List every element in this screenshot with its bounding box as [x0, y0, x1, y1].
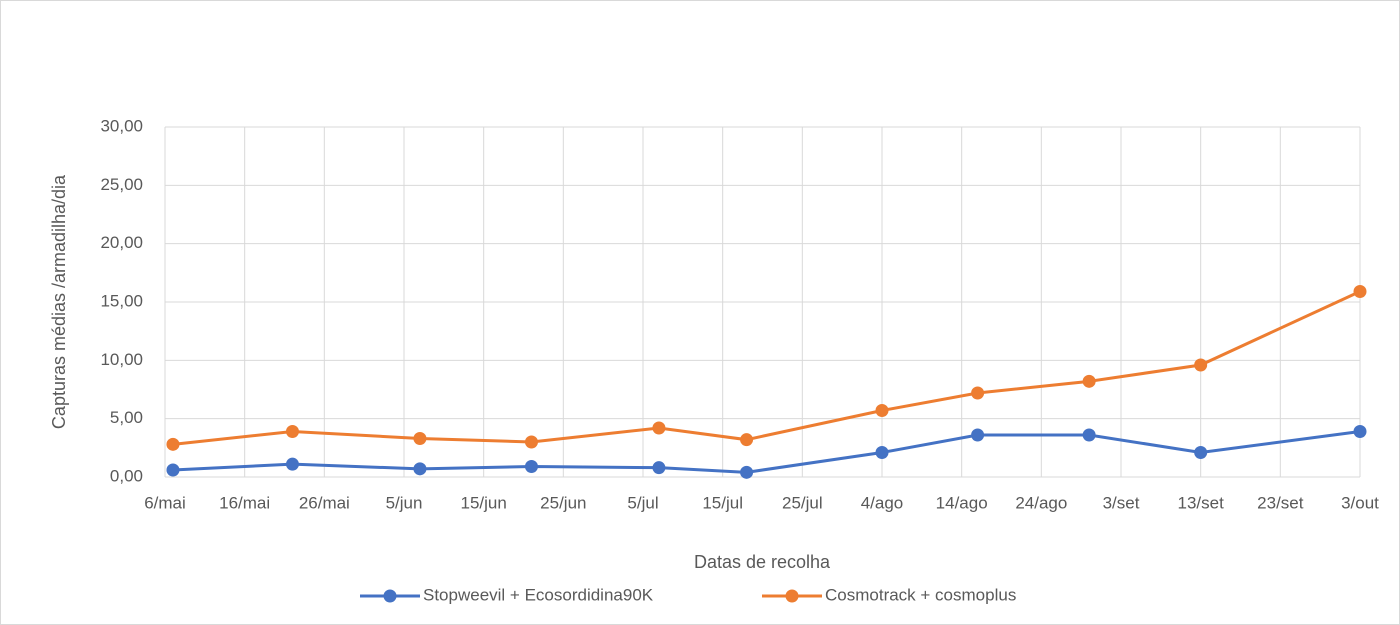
y-tick-label: 30,00 — [100, 116, 143, 135]
data-point — [285, 457, 299, 471]
x-tick-label: 23/set — [1257, 493, 1304, 512]
data-point — [166, 437, 180, 451]
data-point — [1082, 428, 1096, 442]
x-tick-label: 6/mai — [144, 493, 186, 512]
x-axis-title: Datas de recolha — [694, 552, 831, 572]
x-tick-label: 13/set — [1178, 493, 1225, 512]
legend-label: Cosmotrack + cosmoplus — [825, 585, 1016, 604]
x-tick-label: 25/jul — [782, 493, 823, 512]
x-tick-label: 5/jul — [627, 493, 658, 512]
y-tick-label: 15,00 — [100, 291, 143, 310]
data-point — [875, 404, 889, 417]
y-tick-label: 20,00 — [100, 233, 143, 252]
y-axis-title: Capturas médias /armadilha/dia — [49, 174, 69, 429]
data-point — [1353, 285, 1367, 298]
y-tick-label: 25,00 — [100, 175, 143, 194]
y-tick-label: 5,00 — [110, 408, 143, 427]
x-tick-label: 24/ago — [1015, 493, 1067, 512]
x-tick-label: 3/out — [1341, 493, 1379, 512]
x-tick-label: 16/mai — [219, 493, 270, 512]
x-tick-label: 26/mai — [299, 493, 350, 512]
data-point — [971, 428, 985, 442]
data-point — [740, 465, 754, 479]
x-tick-label: 3/set — [1103, 493, 1140, 512]
data-point — [1353, 425, 1367, 438]
legend-marker — [383, 589, 397, 603]
data-point — [524, 435, 538, 449]
data-point — [285, 425, 299, 438]
data-point — [413, 432, 427, 445]
data-point — [652, 421, 666, 435]
x-tick-label: 4/ago — [861, 493, 904, 512]
data-point — [971, 386, 985, 400]
data-point — [1194, 446, 1208, 459]
legend-label: Stopweevil + Ecosordidina90K — [423, 585, 654, 604]
x-tick-label: 14/ago — [936, 493, 988, 512]
data-point — [166, 463, 180, 477]
data-point — [1082, 374, 1096, 388]
legend-marker — [785, 589, 799, 603]
data-point — [1194, 358, 1208, 372]
y-tick-label: 10,00 — [100, 350, 143, 369]
data-point — [652, 461, 666, 475]
y-tick-label: 0,00 — [110, 466, 143, 485]
data-point — [524, 460, 538, 473]
data-point — [740, 433, 754, 447]
x-tick-label: 25/jun — [540, 493, 586, 512]
data-point — [875, 446, 889, 459]
data-point — [413, 462, 427, 476]
x-tick-label: 15/jun — [461, 493, 507, 512]
x-tick-label: 5/jun — [386, 493, 423, 512]
x-tick-label: 15/jul — [702, 493, 743, 512]
